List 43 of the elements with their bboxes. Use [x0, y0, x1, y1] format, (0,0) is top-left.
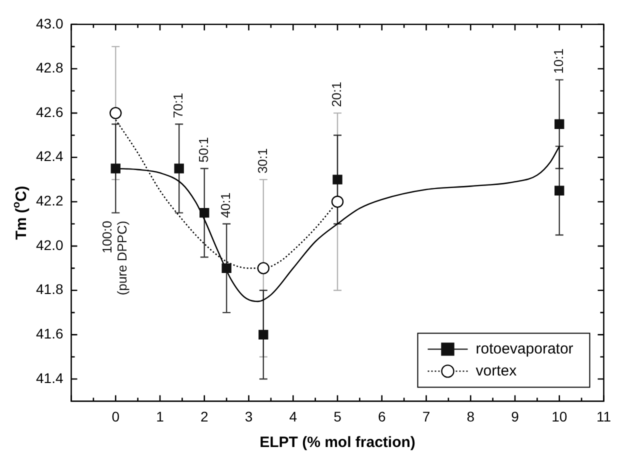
annotation: 30:1: [254, 148, 270, 174]
x-tick-label: 3: [244, 408, 253, 424]
x-tick-label: 9: [511, 408, 520, 424]
annotation: 50:1: [196, 137, 211, 162]
x-tick-label: 10: [552, 408, 568, 424]
x-tick-label: 1: [156, 408, 164, 424]
y-tick-label: 41.4: [36, 370, 64, 386]
y-tick-label: 42.4: [36, 148, 64, 164]
point: [257, 262, 270, 274]
point: [222, 263, 232, 274]
x-tick-label: 6: [378, 408, 386, 424]
x-tick-label: 5: [334, 408, 342, 424]
annotation: 20:1: [329, 82, 344, 108]
point: [258, 330, 268, 340]
point: [554, 119, 564, 129]
annotation: 70:1: [170, 92, 186, 118]
point: [331, 196, 344, 208]
point: [110, 164, 120, 174]
point: [200, 208, 210, 218]
annotation: 10:1: [550, 48, 566, 74]
x-tick-label: 0: [112, 408, 120, 424]
x-axis-title: ELPT (% mol fraction): [260, 434, 416, 452]
x-tick-label: 7: [422, 408, 430, 424]
y-tick-label: 41.6: [36, 326, 64, 342]
annotation: 100:0 (pure DPPC): [100, 220, 130, 296]
y-tick-label: 42.8: [36, 60, 64, 76]
x-tick-label: 4: [289, 408, 298, 424]
annotation: 40:1: [218, 192, 234, 218]
y-tick-label: 41.8: [36, 281, 64, 298]
y-tick-label: 42.6: [36, 104, 64, 120]
x-tick-label: 8: [466, 408, 475, 424]
point: [174, 164, 184, 174]
y-tick-label: 42.0: [36, 236, 64, 253]
point: [110, 106, 122, 120]
legend-label: vortex: [476, 362, 518, 380]
y-axis-title: Tm (oC): [10, 186, 30, 240]
y-tick-label: 42.2: [36, 192, 64, 209]
point: [554, 186, 564, 196]
y-tick-label: 43.0: [36, 15, 64, 32]
legend-label: rotoevaporator: [476, 340, 574, 358]
x-tick-label: 2: [200, 408, 208, 424]
x-tick-label: 11: [596, 408, 612, 424]
point: [332, 174, 342, 184]
